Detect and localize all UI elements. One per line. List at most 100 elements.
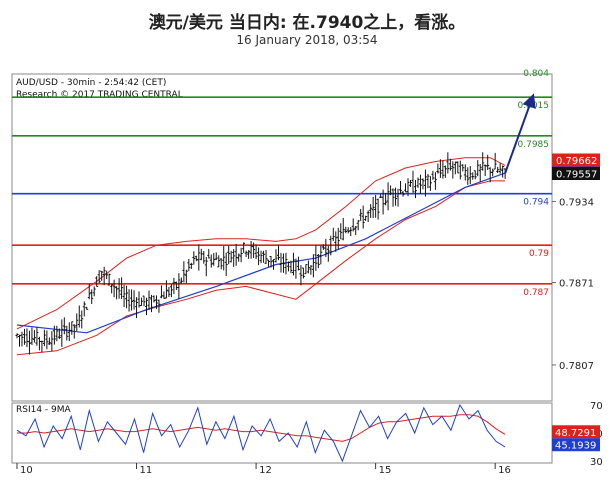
price-bar [157,299,161,313]
price-bar [209,254,213,268]
price-bar [339,223,343,240]
price-bar [269,255,273,268]
price-bar [349,227,353,237]
price-bar [120,277,124,299]
level-label-5: 0.787 [523,288,549,298]
price-bar [50,331,54,352]
price-bar [471,172,475,180]
price-bar [438,159,442,178]
price-bar [433,172,437,190]
price-bar [20,331,24,347]
price-bar [401,191,405,197]
price-bar [324,238,328,257]
price-bar [154,295,158,309]
price-bar [70,321,74,335]
price-bar [105,270,109,280]
price-bar [476,160,480,177]
price-bar [456,161,460,174]
price-bar [239,247,243,263]
price-bar [441,160,445,179]
price-bar [222,246,226,271]
level-label-3: 0.794 [523,198,549,208]
rsi-tag-label-0: 48.7291 [555,428,596,439]
price-bar [247,250,251,259]
level-label-2: 0.7985 [518,140,550,150]
price-bar [481,152,485,171]
price-bar [291,252,295,276]
price-bar [389,185,393,196]
price-bar [316,253,320,269]
price-bar [259,250,263,264]
price-bar [95,276,99,287]
price-bar [341,217,345,241]
price-bar [207,249,211,259]
price-bar [264,249,268,264]
price-bar [431,170,435,180]
price-tick-label-3: 0.7807 [559,361,594,372]
price-bar [57,328,61,339]
price-bar [418,174,422,195]
price-tag-label-0: 0.79662 [556,156,597,167]
price-bar [32,329,36,343]
price-bar [351,218,355,232]
price-bar [110,284,114,294]
price-bar [314,244,318,271]
price-bar [376,198,380,220]
date-tick-label-3: 15 [379,465,392,476]
date-tick-label-1: 11 [140,465,153,476]
rsi-tick-label-2: 30 [590,457,603,468]
price-bar [125,285,129,309]
price-bar [184,269,188,284]
price-bar [145,297,149,316]
price-bar [281,253,285,273]
price-bar [15,333,19,339]
price-bar [192,251,196,265]
price-bar [17,334,21,347]
price-bar [197,244,201,271]
price-bar [334,231,338,252]
page-title: 澳元/美元 当日内: 在.7940之上，看涨。 [148,13,466,33]
price-bar [80,310,84,329]
price-tag-label-2: 0.79557 [556,170,597,181]
price-bar [254,244,258,260]
rsi-tag-0 [552,425,600,439]
price-bar [421,178,425,190]
price-bar [294,258,298,279]
price-bar [45,330,49,350]
price-bar [65,325,69,341]
price-bar [453,161,457,175]
price-tick-label-1: 0.7934 [559,197,594,208]
price-bar [486,154,490,171]
price-bar [443,165,447,178]
price-bar [423,169,427,197]
level-label-1: 0.8015 [518,101,550,111]
price-bar [366,210,370,223]
price-bar [179,277,183,285]
price-bar [428,176,432,191]
price-bar [40,340,44,353]
price-bar [416,177,420,188]
date-tick-label-2: 12 [259,465,272,476]
price-bar [284,252,288,275]
price-bar [286,261,290,272]
price-bar [167,286,171,297]
price-bar [87,283,91,300]
price-bar [396,188,400,207]
price-bar [344,226,348,234]
price-bar [164,280,168,299]
price-bar [406,178,410,197]
price-bar [42,329,46,347]
price-bar [501,165,505,178]
price-bar [140,297,144,306]
price-bar [52,325,56,345]
price-bar [461,164,465,172]
price-bar [319,245,323,265]
date-tick-label-0: 10 [20,465,33,476]
price-bar [448,158,452,171]
price-bar [463,164,467,181]
price-bar [100,270,104,281]
price-bar [446,152,450,174]
price-bar [30,327,34,345]
price-bar [361,205,365,229]
main-panel [11,73,553,402]
